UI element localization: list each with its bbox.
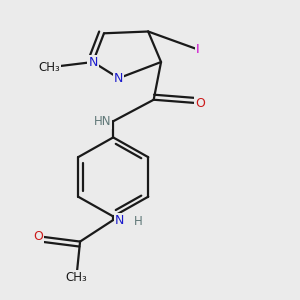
Text: N: N: [88, 56, 98, 68]
Text: HN: HN: [94, 115, 111, 128]
Text: H: H: [134, 215, 142, 228]
Text: CH₃: CH₃: [65, 271, 87, 284]
Text: N: N: [114, 72, 123, 85]
Text: O: O: [33, 230, 43, 243]
Text: CH₃: CH₃: [38, 61, 60, 74]
Text: N: N: [115, 214, 124, 226]
Text: O: O: [195, 97, 205, 110]
Text: I: I: [196, 43, 200, 56]
